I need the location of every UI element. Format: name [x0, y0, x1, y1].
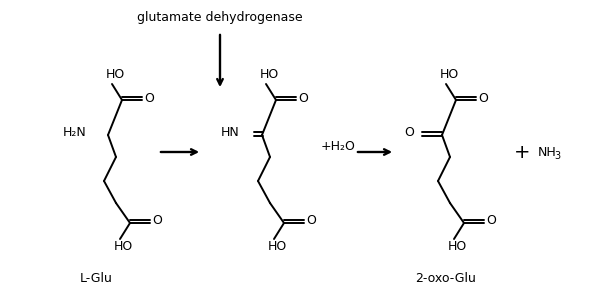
Text: 3: 3	[554, 151, 560, 161]
Text: HN: HN	[221, 127, 240, 140]
Text: O: O	[486, 214, 496, 227]
Text: HO: HO	[114, 241, 133, 254]
Text: O: O	[298, 92, 308, 104]
Text: HO: HO	[448, 241, 467, 254]
Text: +: +	[514, 142, 530, 161]
Text: O: O	[478, 92, 488, 104]
Text: HO: HO	[260, 68, 279, 82]
Text: glutamate dehydrogenase: glutamate dehydrogenase	[137, 11, 303, 25]
Text: NH: NH	[538, 146, 557, 158]
Text: HO: HO	[440, 68, 459, 82]
Text: HO: HO	[106, 68, 125, 82]
Text: 2-oxo-Glu: 2-oxo-Glu	[415, 272, 476, 284]
Text: O: O	[144, 92, 154, 104]
Text: +H₂O: +H₂O	[320, 140, 355, 154]
Text: O: O	[404, 127, 414, 140]
Text: O: O	[306, 214, 316, 227]
Text: L-Glu: L-Glu	[80, 272, 113, 284]
Text: H₂N: H₂N	[63, 127, 86, 140]
Text: HO: HO	[268, 241, 287, 254]
Text: O: O	[152, 214, 162, 227]
